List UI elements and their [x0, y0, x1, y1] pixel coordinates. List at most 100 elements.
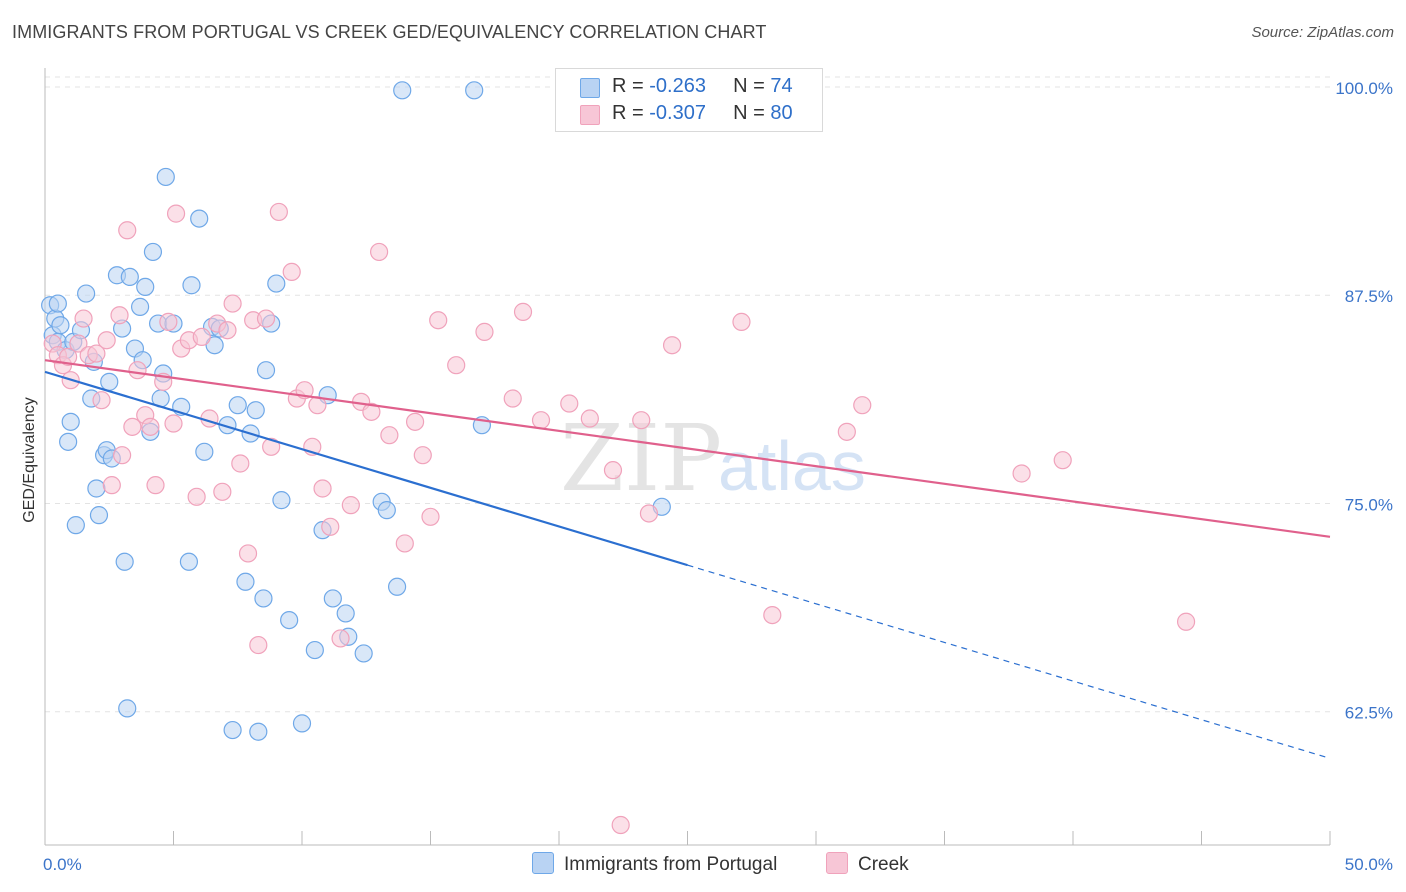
- legend-swatch-pink: [580, 105, 600, 125]
- creek-point: [59, 347, 78, 366]
- creek-point: [1176, 612, 1196, 631]
- portugal-point: [249, 722, 268, 741]
- x-tick-label: 0.0%: [43, 855, 82, 874]
- portugal-point: [120, 267, 139, 287]
- portugal-point: [182, 276, 201, 295]
- creek-point: [97, 331, 116, 350]
- creek-point: [1053, 451, 1072, 470]
- legend-swatch-blue: [532, 852, 554, 874]
- legend-swatch-pink: [826, 852, 848, 874]
- portugal-point: [77, 284, 96, 303]
- portugal-point: [61, 412, 80, 431]
- creek-point: [447, 356, 466, 375]
- r-value: -0.307: [649, 102, 706, 124]
- n-value: 74: [770, 75, 793, 97]
- watermark-atlas: atlas: [718, 427, 866, 505]
- portugal-point: [190, 209, 209, 228]
- portugal-point: [195, 442, 214, 461]
- creek-point: [192, 327, 211, 346]
- portugal-point: [292, 714, 312, 733]
- creek-point: [69, 334, 88, 353]
- creek-point: [123, 417, 142, 436]
- n-label: N =: [733, 75, 771, 97]
- portugal-point: [87, 479, 106, 498]
- creek-point: [128, 361, 147, 380]
- legend-label: Immigrants from Portugal: [564, 854, 778, 875]
- creek-point: [341, 496, 360, 515]
- creek-point: [74, 309, 93, 328]
- portugal-point: [393, 81, 412, 100]
- portugal-point: [100, 372, 119, 391]
- portugal-point: [465, 81, 484, 100]
- creek-point: [853, 396, 872, 415]
- portugal-point: [280, 610, 299, 630]
- portugal-point: [115, 552, 134, 571]
- chart-title: IMMIGRANTS FROM PORTUGAL VS CREEK GED/EQ…: [12, 22, 767, 42]
- creek-point: [231, 454, 250, 473]
- y-tick-label: 62.5%: [1345, 704, 1393, 723]
- portugal-point: [143, 242, 163, 262]
- portugal-point: [256, 361, 276, 380]
- creek-point: [331, 629, 350, 648]
- creek-point: [112, 446, 132, 465]
- data-points: [41, 81, 1196, 835]
- creek-point: [362, 402, 381, 421]
- creek-point: [513, 302, 533, 321]
- legend-swatch-blue: [580, 78, 600, 98]
- creek-point: [249, 635, 268, 655]
- creek-point: [256, 309, 276, 328]
- portugal-point: [254, 589, 273, 608]
- portugal-point: [272, 491, 291, 510]
- portugal-point: [223, 720, 242, 740]
- portugal-point: [205, 336, 224, 355]
- creek-point: [531, 411, 551, 430]
- portugal-point: [89, 506, 109, 525]
- creek-point: [380, 426, 399, 445]
- portugal-point: [130, 297, 150, 316]
- creek-point: [213, 482, 232, 501]
- creek-point: [102, 476, 121, 495]
- axes: [44, 68, 1331, 846]
- y-tick-label: 100.0%: [1335, 79, 1393, 98]
- portugal-point: [377, 501, 396, 520]
- creek-point: [395, 534, 414, 553]
- creek-point: [218, 321, 237, 340]
- y-tick-label: 75.0%: [1345, 495, 1393, 514]
- portugal-point: [59, 432, 78, 451]
- creek-point: [763, 605, 782, 625]
- creek-point: [560, 394, 579, 413]
- creek-point: [639, 504, 659, 523]
- y-tick-label: 87.5%: [1345, 287, 1393, 306]
- watermark: ZIP atlas: [560, 405, 866, 512]
- creek-point: [732, 312, 751, 331]
- creek-trend-line: [44, 359, 1331, 538]
- r-label: R =: [612, 102, 650, 124]
- portugal-point: [66, 516, 85, 535]
- portugal-point: [246, 401, 265, 420]
- r-label: R =: [612, 75, 650, 97]
- x-tick-label: 50.0%: [1345, 855, 1393, 874]
- legend-item-portugal[interactable]: Immigrants from Portugal: [532, 852, 777, 876]
- portugal-point: [336, 604, 355, 623]
- legend-item-creek[interactable]: Creek: [826, 852, 909, 876]
- creek-point: [429, 311, 448, 330]
- creek-point: [611, 815, 630, 835]
- creek-point: [405, 412, 425, 431]
- portugal-point: [118, 699, 137, 718]
- n-label: N =: [733, 102, 771, 124]
- n-value: 80: [770, 102, 793, 124]
- portugal-trend-extension: [687, 564, 1331, 759]
- creek-point: [475, 322, 494, 341]
- creek-point: [110, 306, 129, 325]
- creek-point: [503, 389, 522, 408]
- creek-point: [262, 437, 281, 456]
- creek-point: [370, 242, 389, 262]
- creek-point: [313, 479, 332, 498]
- creek-point: [282, 262, 301, 282]
- creek-point: [141, 417, 160, 436]
- creek-point: [118, 221, 137, 240]
- creek-point: [166, 204, 186, 223]
- creek-point: [603, 461, 623, 480]
- creek-point: [187, 487, 206, 506]
